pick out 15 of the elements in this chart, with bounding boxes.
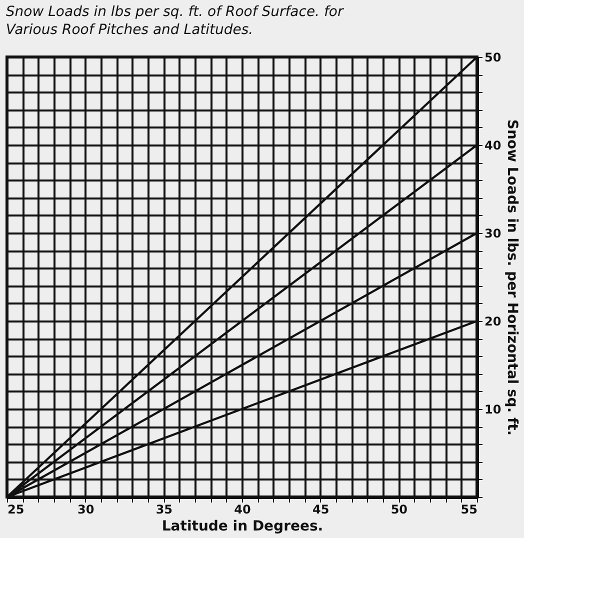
y-tick-label: 50	[484, 50, 502, 64]
y-tick-label: 20	[484, 314, 502, 328]
x-tick-label: 30	[77, 502, 94, 516]
x-tick-label: 50	[390, 502, 408, 516]
chart-title: Snow Loads in lbs per sq. ft. of Roof Surface. for Various Roof Pitches and Latitudes.	[6, 4, 344, 38]
x-tick-label: 45	[312, 502, 330, 516]
x-tick-label: 25	[8, 502, 24, 516]
y-tick-label: 30	[484, 226, 502, 240]
x-tick-label: 40	[234, 502, 251, 516]
y-tick-label: 10	[484, 402, 502, 416]
y-axis-title: Snow Loads in lbs. per Horizontal sq. ft.	[504, 119, 520, 436]
y-tick-label: 40	[484, 138, 502, 152]
x-tick-label: 35	[156, 502, 173, 516]
x-axis-title: Latitude in Degrees.	[162, 518, 324, 534]
x-tick-label: 55	[460, 502, 478, 516]
